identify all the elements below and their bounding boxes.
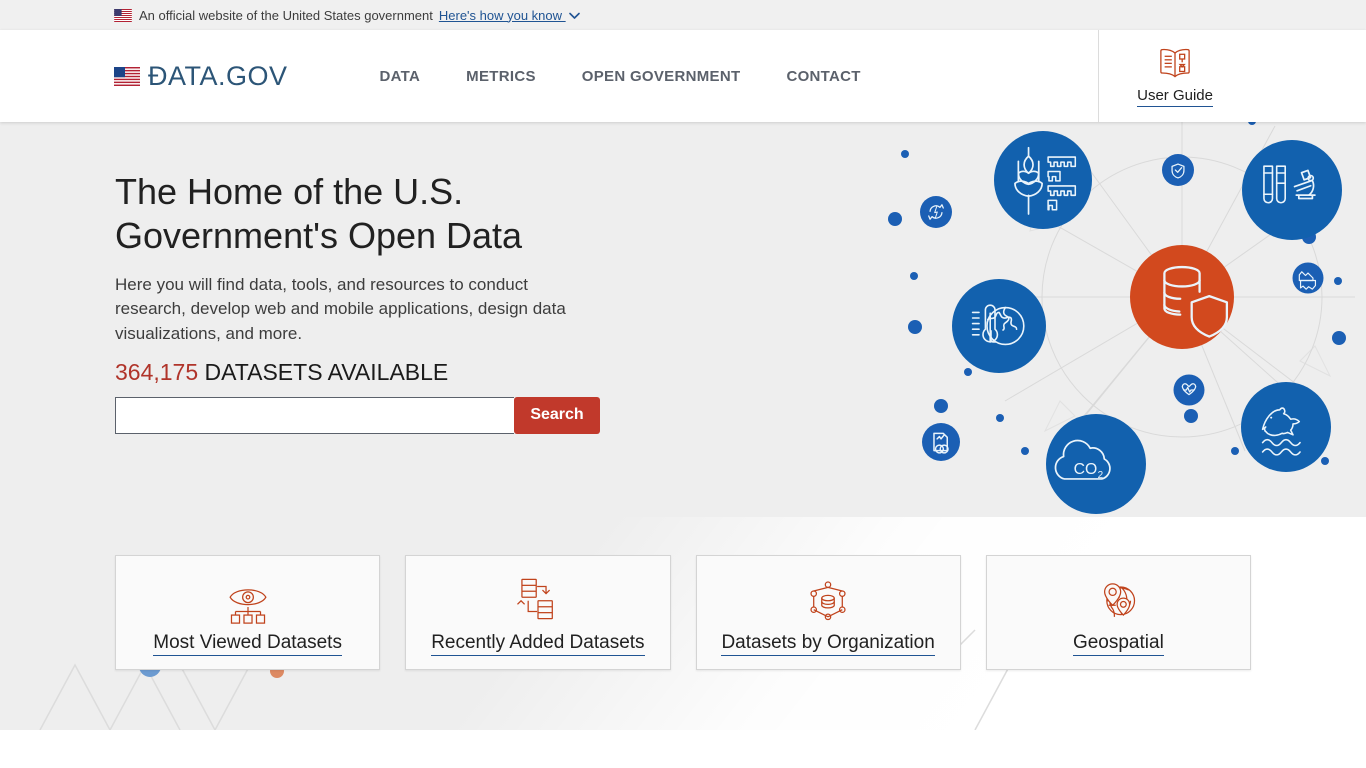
svg-text:2: 2	[1098, 470, 1104, 481]
svg-text:CO: CO	[1074, 461, 1098, 478]
